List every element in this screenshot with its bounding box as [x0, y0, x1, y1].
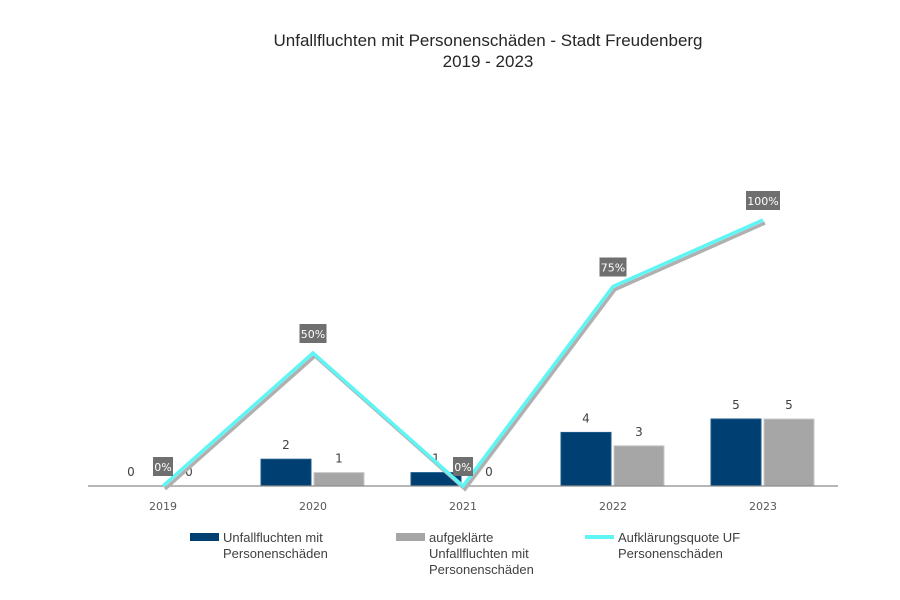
legend-label: Personenschäden: [429, 562, 534, 577]
bars-layer: 0 0 2 1 1 0 4 3 5 5: [127, 398, 815, 487]
legend-label: Aufklärungsquote UF: [618, 530, 740, 545]
legend-swatch: [396, 533, 425, 541]
bar-resolved: [763, 418, 815, 487]
bar-resolved: [313, 472, 365, 487]
line-series: [161, 218, 764, 489]
chart-title: Unfallfluchten mit Personenschäden - Sta…: [273, 31, 702, 50]
bar-value-label: 1: [335, 452, 343, 466]
legend-label: aufgeklärte: [429, 530, 493, 545]
x-tick-label: 2020: [299, 500, 327, 513]
legend-label: Unfallfluchten mit: [429, 546, 529, 561]
bar-value-label: 0: [185, 465, 193, 479]
bar-cases: [560, 431, 612, 487]
point-label-box: [153, 457, 173, 476]
legend: Unfallfluchten mitPersonenschädenaufgekl…: [190, 530, 740, 577]
x-tick-label: 2021: [449, 500, 477, 513]
point-label-box: [746, 191, 780, 210]
x-tick-label: 2022: [599, 500, 627, 513]
point-label: 75%: [601, 262, 625, 275]
bar-resolved: [613, 445, 665, 487]
bar-value-label: 0: [485, 465, 493, 479]
point-label: 0%: [454, 461, 471, 474]
bar-cases: [710, 418, 762, 487]
bar-value-label: 1: [432, 452, 440, 466]
bar-value-label: 2: [282, 438, 290, 452]
legend-swatch: [190, 533, 219, 541]
legend-label: Unfallfluchten mit: [223, 530, 323, 545]
bar-value-label: 0: [127, 465, 135, 479]
x-tick-label: 2023: [749, 500, 777, 513]
line-layer: 0% 50% 0% 75% 100%: [153, 191, 780, 492]
point-label: 0%: [154, 461, 171, 474]
x-tick-label: 2019: [149, 500, 177, 513]
bar-cases: [260, 458, 312, 487]
legend-label: Personenschäden: [223, 546, 328, 561]
legend-label: Personenschäden: [618, 546, 723, 561]
point-label-box: [599, 257, 627, 277]
x-axis-ticks: 2019 2020 2021 2022 2023: [149, 500, 777, 513]
bar-value-label: 4: [582, 411, 590, 425]
bar-value-label: 5: [785, 398, 793, 412]
point-label-box: [453, 457, 473, 476]
bar-value-label: 5: [732, 398, 740, 412]
point-label: 100%: [747, 195, 778, 208]
point-label: 50%: [301, 328, 325, 341]
chart-subtitle: 2019 - 2023: [443, 52, 534, 71]
bar-value-label: 3: [635, 425, 643, 439]
point-label-box: [299, 324, 327, 343]
line-shadow: [163, 221, 766, 492]
